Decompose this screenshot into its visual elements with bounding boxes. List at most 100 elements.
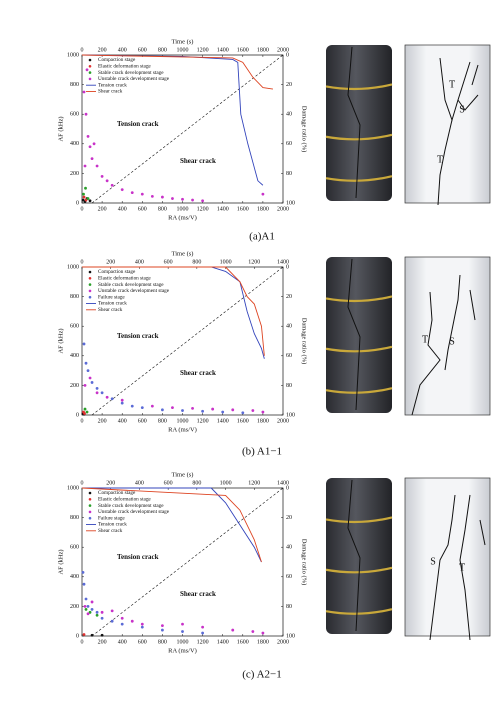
x-tick-label: 1800	[257, 206, 269, 212]
legend-label: Tension crack	[98, 301, 127, 307]
sketch-crack	[469, 289, 476, 321]
scatter-point	[95, 610, 99, 614]
y2-tick-label: 60	[286, 353, 292, 359]
x-tick-label: 0	[81, 206, 84, 212]
crack-sketch: T S T	[404, 44, 491, 206]
scatter-point	[95, 164, 99, 168]
x-tick-label: 800	[158, 418, 167, 424]
x-tick-label: 800	[158, 639, 167, 645]
scatter-point	[161, 408, 164, 412]
scatter-point	[81, 198, 85, 202]
y-tick-label: 800	[70, 515, 79, 521]
x2-tick-label: 800	[158, 47, 167, 53]
x2-tick-label: 1400	[277, 480, 289, 486]
damage-line	[81, 54, 274, 90]
x-tick-label: 200	[98, 418, 107, 424]
legend-label: Unstable crack development stage	[98, 76, 170, 82]
scatter-point	[191, 198, 194, 202]
y-axis-label: AF (kHz)	[57, 328, 64, 353]
x-tick-label: 600	[138, 639, 147, 645]
x-tick-label: 0	[81, 639, 84, 645]
scatter-point	[241, 411, 245, 415]
x-tick-label: 1600	[237, 206, 249, 212]
y2-tick-label: 0	[286, 485, 289, 491]
scatter-point	[100, 174, 104, 178]
caption: (c) A2−1	[242, 669, 282, 681]
x-tick-label: 800	[158, 206, 167, 212]
scatter-point	[88, 199, 92, 203]
chart-panel: 0 200 400 600 800 1000 1200 1400 1600 1800 2000020…	[57, 250, 307, 433]
scatter-point	[86, 605, 90, 608]
scatter-point	[211, 407, 215, 411]
legend-label: Unstable crack development stage	[98, 288, 170, 294]
scatter-point	[231, 408, 235, 412]
scatter-point	[100, 391, 104, 395]
y2-tick-label: 60	[286, 574, 292, 580]
sketch-label: S	[449, 336, 455, 347]
scatter-point	[140, 192, 144, 196]
x-tick-label: 200	[98, 639, 107, 645]
scatter-point	[120, 188, 124, 192]
annotation: Tension crack	[117, 553, 159, 561]
scatter-point	[100, 633, 104, 637]
y-tick-label: 200	[70, 171, 79, 177]
x2-tick-label: 0	[81, 480, 84, 486]
rope-band	[325, 516, 393, 524]
scatter-point	[82, 582, 86, 586]
y-tick-label: 600	[70, 545, 79, 551]
x-tick-label: 2000	[277, 639, 289, 645]
y2-tick-label: 80	[286, 171, 292, 177]
scatter-point	[110, 397, 114, 401]
scatter-point	[90, 600, 94, 604]
scatter-point	[130, 619, 134, 623]
legend-label: Shear crack	[98, 528, 123, 534]
scatter-point	[120, 398, 124, 402]
scatter-point	[100, 616, 104, 620]
y-tick-label: 600	[70, 112, 79, 118]
sketch-label: T	[449, 79, 455, 90]
scatter-point	[83, 605, 87, 608]
scatter-point	[261, 192, 265, 196]
y2-tick-label: 80	[286, 604, 292, 610]
damage-line	[82, 266, 265, 356]
legend-marker	[88, 58, 92, 62]
y2-tick-label: 40	[286, 545, 292, 551]
scatter-point	[92, 142, 96, 146]
scatter-point	[84, 607, 88, 611]
caption: (a)A1	[249, 231, 275, 243]
y-tick-label: 0	[76, 412, 79, 418]
y2-tick-label: 100	[286, 633, 295, 639]
scatter-point	[85, 68, 89, 72]
scatter-point	[86, 197, 90, 200]
legend-marker	[88, 283, 92, 286]
y2-tick-label: 80	[286, 383, 292, 389]
legend-marker	[88, 65, 92, 68]
x2-tick-label: 0	[81, 259, 84, 265]
legend-label: Compaction stage	[98, 57, 136, 63]
scatter-point	[120, 401, 124, 405]
rock-crack	[347, 46, 361, 199]
scatter-point	[86, 369, 90, 372]
rope-band	[325, 175, 393, 182]
chart-panel: 0 200 400 600 800 1000 1200 1400 1600 1800 2000020…	[57, 471, 307, 654]
scatter-point	[161, 624, 164, 628]
y-tick-label: 1000	[67, 485, 79, 491]
scatter-point	[231, 628, 235, 632]
legend-marker	[88, 491, 92, 495]
y2-tick-label: 20	[286, 82, 292, 88]
scatter-point	[82, 342, 86, 346]
x2-axis-label: Time (s)	[172, 471, 194, 478]
y2-tick-label: 40	[286, 324, 292, 330]
legend-label: Stable crack development stage	[98, 282, 164, 288]
rope-band	[325, 83, 393, 91]
scatter-point	[140, 625, 144, 629]
x2-tick-label: 800	[192, 480, 201, 486]
scatter-point	[84, 361, 88, 365]
x-tick-label: 2000	[277, 418, 289, 424]
scatter-point	[181, 630, 184, 633]
x-tick-label: 600	[138, 418, 147, 424]
sketch-label: T	[459, 562, 465, 573]
annotation: Shear crack	[180, 590, 216, 598]
y-tick-label: 200	[70, 383, 79, 389]
